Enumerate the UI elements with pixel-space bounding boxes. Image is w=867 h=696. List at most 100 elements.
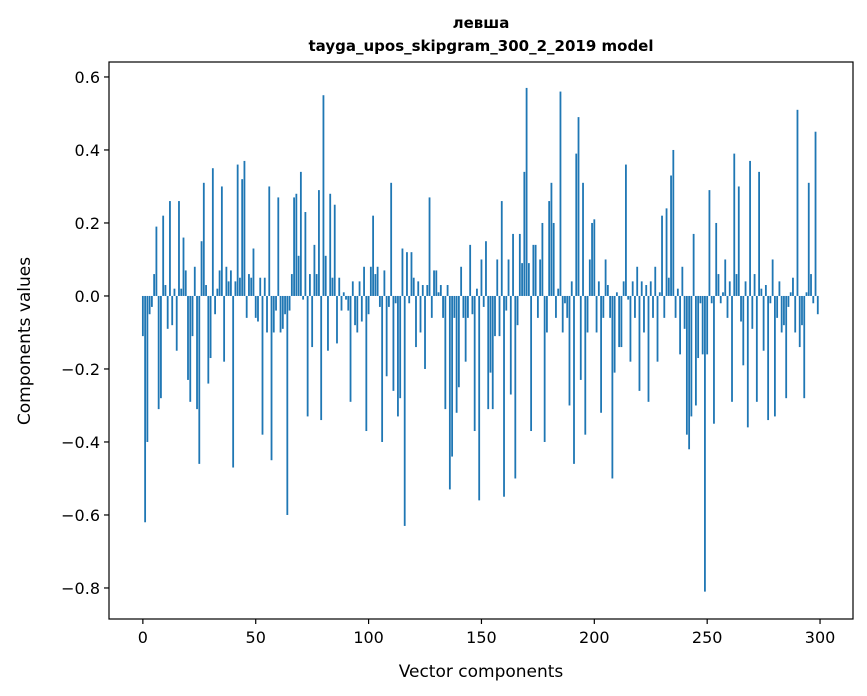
bar-120 [412,277,415,296]
bar-198 [588,259,591,296]
bar-122 [417,281,420,296]
x-tick-label: 200 [579,628,610,647]
bar-296 [810,274,812,296]
bar-108 [385,295,388,377]
bar-292 [801,295,803,326]
bar-73 [306,295,309,417]
x-tick-label: 0 [138,628,148,647]
bar-262 [733,153,736,296]
bar-133 [442,295,444,318]
bar-67 [293,197,295,296]
bar-37 [225,266,228,296]
bar-195 [582,182,584,296]
bar-248 [701,295,704,355]
bar-26 [200,241,203,296]
bar-299 [816,295,819,315]
bar-205 [604,259,607,296]
y-tick-label: −0.8 [61,579,100,598]
x-tick-label: 50 [246,628,266,647]
bar-140 [457,295,460,388]
bar-32 [214,295,216,315]
bar-101 [369,266,372,296]
bar-279 [771,259,774,296]
bar-258 [724,259,727,296]
bar-48 [250,277,253,296]
bar-251 [708,190,711,296]
bar-80 [322,95,325,296]
bar-264 [737,186,740,296]
bar-174 [534,244,537,296]
bar-197 [586,295,589,333]
bar-230 [661,215,663,296]
y-tick-label: 0.2 [75,214,100,233]
bar-46 [245,295,248,318]
bar-272 [755,295,758,402]
bar-74 [308,274,311,296]
bar-116 [403,295,406,526]
bar-135 [446,285,449,296]
bar-271 [753,274,756,296]
bar-196 [584,295,587,435]
bar-53 [261,295,264,435]
bar-29 [207,295,210,384]
bar-265 [740,295,742,322]
chart-title: левша [453,14,510,32]
bar-98 [363,266,365,296]
bar-268 [746,295,749,428]
bar-294 [805,292,808,296]
bar-10 [164,285,167,296]
bar-39 [229,270,232,296]
bar-20 [187,295,189,380]
bar-153 [487,295,490,410]
bar-244 [692,233,695,296]
y-tick-label: −0.4 [61,433,100,452]
bar-22 [191,295,194,337]
bar-68 [295,193,298,296]
bar-222 [643,295,645,333]
bar-17 [180,288,183,296]
bar-161 [505,295,508,311]
bar-36 [223,295,226,362]
bar-192 [575,153,578,296]
bar-12 [169,201,171,296]
bar-63 [284,295,286,315]
bar-278 [769,295,772,304]
bar-185 [559,91,562,296]
bar-45 [243,160,246,296]
bar-184 [557,288,560,296]
bar-6 [155,226,158,296]
y-tick-label: −0.2 [61,360,100,379]
bar-138 [453,295,456,318]
bar-84 [331,277,334,296]
bar-173 [532,244,535,296]
bar-266 [742,295,745,366]
bar-60 [277,197,280,296]
bar-163 [509,295,512,395]
bar-35 [220,186,223,296]
bar-214 [625,164,627,296]
bar-109 [388,295,390,307]
bar-2 [146,295,149,442]
bar-176 [539,259,542,296]
bar-47 [248,274,250,296]
bar-211 [618,295,621,348]
bar-216 [629,295,632,362]
bar-107 [383,270,386,296]
bar-206 [606,285,609,296]
bar-157 [496,259,499,296]
bar-41 [234,281,237,296]
bar-169 [523,171,526,296]
bar-38 [227,281,230,296]
bar-194 [579,295,582,380]
x-tick-label: 300 [805,628,836,647]
bar-100 [367,295,370,315]
x-axis: 0 50 100 150 200 250 300 [138,619,836,647]
bar-164 [512,233,514,296]
bar-114 [399,295,402,399]
bar-115 [401,248,404,296]
bar-43 [239,277,241,296]
bar-62 [281,295,284,329]
bar-243 [690,295,693,417]
bar-156 [494,295,496,337]
bar-159 [500,201,503,296]
